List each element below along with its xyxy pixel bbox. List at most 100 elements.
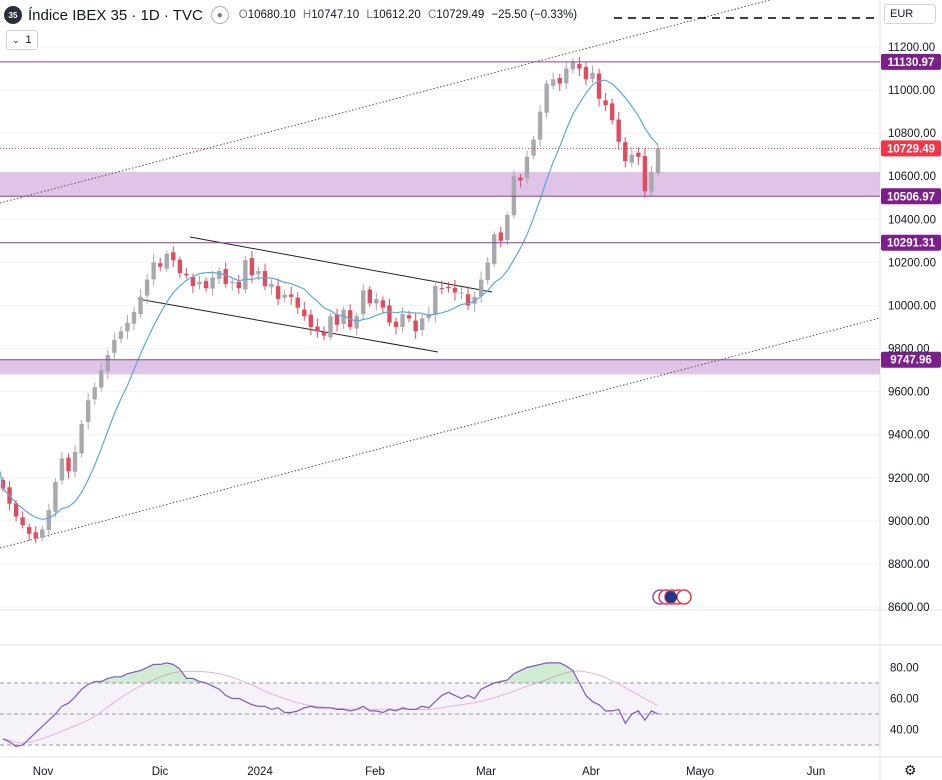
candle bbox=[485, 256, 490, 285]
candle bbox=[33, 526, 38, 544]
candle-body bbox=[27, 527, 32, 534]
candle-body bbox=[609, 103, 615, 121]
candle bbox=[570, 57, 576, 74]
candle-body bbox=[72, 451, 78, 472]
candle-body bbox=[537, 111, 543, 140]
candle bbox=[557, 73, 562, 91]
candle-body bbox=[361, 290, 366, 315]
time-tick-label: Dic bbox=[152, 766, 169, 778]
trendlines[interactable] bbox=[0, 0, 881, 549]
candle-body bbox=[531, 139, 536, 156]
candle bbox=[20, 511, 25, 529]
candle-body bbox=[79, 423, 84, 454]
ma-line bbox=[0, 79, 659, 520]
event-markers[interactable] bbox=[652, 589, 692, 605]
lower-trend-line[interactable] bbox=[0, 317, 881, 549]
candle bbox=[118, 326, 124, 344]
candle bbox=[583, 62, 589, 86]
candle bbox=[420, 313, 425, 336]
symbol-title[interactable]: Índice IBEX 35 · 1D · TVC bbox=[28, 6, 203, 24]
gear-icon[interactable]: ⚙ bbox=[904, 762, 917, 778]
candle bbox=[53, 478, 58, 518]
candle bbox=[655, 145, 661, 177]
candle-body bbox=[511, 176, 517, 216]
candle-body bbox=[99, 370, 104, 388]
candle-body bbox=[452, 287, 458, 293]
candle-body bbox=[151, 262, 156, 280]
channel-upper-line[interactable] bbox=[189, 236, 493, 293]
indicators-toggle-button[interactable]: ⌄ 1 bbox=[6, 30, 38, 50]
candle bbox=[354, 312, 359, 336]
candle-body bbox=[590, 72, 595, 79]
candle bbox=[374, 292, 379, 311]
candle-body bbox=[256, 271, 261, 275]
price-level-label-bg bbox=[881, 188, 941, 205]
price-tick-label: 10600.00 bbox=[888, 171, 936, 183]
candle bbox=[400, 307, 405, 333]
flag-icon[interactable] bbox=[665, 591, 677, 603]
candle bbox=[138, 288, 143, 319]
candle bbox=[131, 306, 137, 331]
candle-body bbox=[190, 277, 196, 287]
candle bbox=[59, 451, 65, 485]
candle bbox=[321, 326, 327, 341]
candle-body bbox=[413, 320, 418, 332]
candle-body bbox=[144, 279, 150, 296]
candle-body bbox=[197, 281, 202, 285]
price-tick-label: 8600.00 bbox=[888, 602, 930, 614]
rsi-tick-label: 60.00 bbox=[890, 694, 919, 706]
candle bbox=[537, 105, 543, 147]
candle bbox=[478, 271, 484, 303]
ohlc-values: O10680.10 H10747.10 L10612.20 C10729.49 … bbox=[238, 9, 578, 21]
candle bbox=[616, 111, 621, 150]
candle-body bbox=[518, 177, 523, 181]
candle-body bbox=[380, 300, 386, 308]
candle-body bbox=[387, 305, 392, 323]
candle bbox=[144, 274, 150, 304]
candle bbox=[636, 147, 641, 166]
rsi-tick-label: 40.00 bbox=[890, 725, 919, 737]
candle-body bbox=[544, 83, 549, 113]
channel-lower-line[interactable] bbox=[137, 298, 439, 353]
candle bbox=[452, 280, 458, 301]
candle bbox=[46, 503, 52, 538]
candle bbox=[105, 350, 110, 380]
candle-body bbox=[302, 309, 307, 317]
candle bbox=[125, 314, 130, 340]
price-tick-label: 11000.00 bbox=[888, 85, 935, 97]
candle-body bbox=[53, 482, 58, 512]
candle-body bbox=[249, 258, 255, 276]
candle bbox=[99, 362, 104, 392]
candle-body bbox=[334, 314, 340, 325]
price-tick-label: 9400.00 bbox=[888, 430, 930, 442]
candle bbox=[184, 267, 189, 279]
horizontal-levels[interactable]: 11130.97 10729.49 10506.97 10291.31 9747.96 bbox=[0, 53, 941, 368]
candle bbox=[505, 211, 510, 245]
rsi-overbought-fill bbox=[494, 662, 580, 683]
candle-body bbox=[655, 148, 661, 174]
candle-body bbox=[354, 316, 359, 329]
candle bbox=[289, 286, 294, 305]
price-tick-label: 10000.00 bbox=[888, 300, 936, 312]
candle-body bbox=[236, 281, 241, 289]
candle-body bbox=[393, 321, 399, 327]
candle bbox=[393, 317, 399, 335]
candle bbox=[498, 226, 503, 248]
candle-body bbox=[164, 253, 169, 269]
rsi-band bbox=[0, 683, 880, 745]
eye-icon[interactable]: ● bbox=[210, 6, 229, 24]
candle bbox=[269, 279, 274, 295]
candle-body bbox=[105, 355, 110, 372]
price-tick-label: 9800.00 bbox=[888, 344, 930, 356]
candle-body bbox=[158, 263, 163, 267]
currency-selector[interactable]: EUR bbox=[884, 4, 936, 24]
candle bbox=[308, 309, 314, 336]
candle bbox=[40, 525, 45, 542]
event-marker[interactable] bbox=[676, 589, 692, 605]
candle-body bbox=[551, 79, 556, 86]
price-level-label: 10506.97 bbox=[887, 191, 935, 203]
candle bbox=[112, 332, 117, 359]
candle bbox=[328, 313, 333, 341]
